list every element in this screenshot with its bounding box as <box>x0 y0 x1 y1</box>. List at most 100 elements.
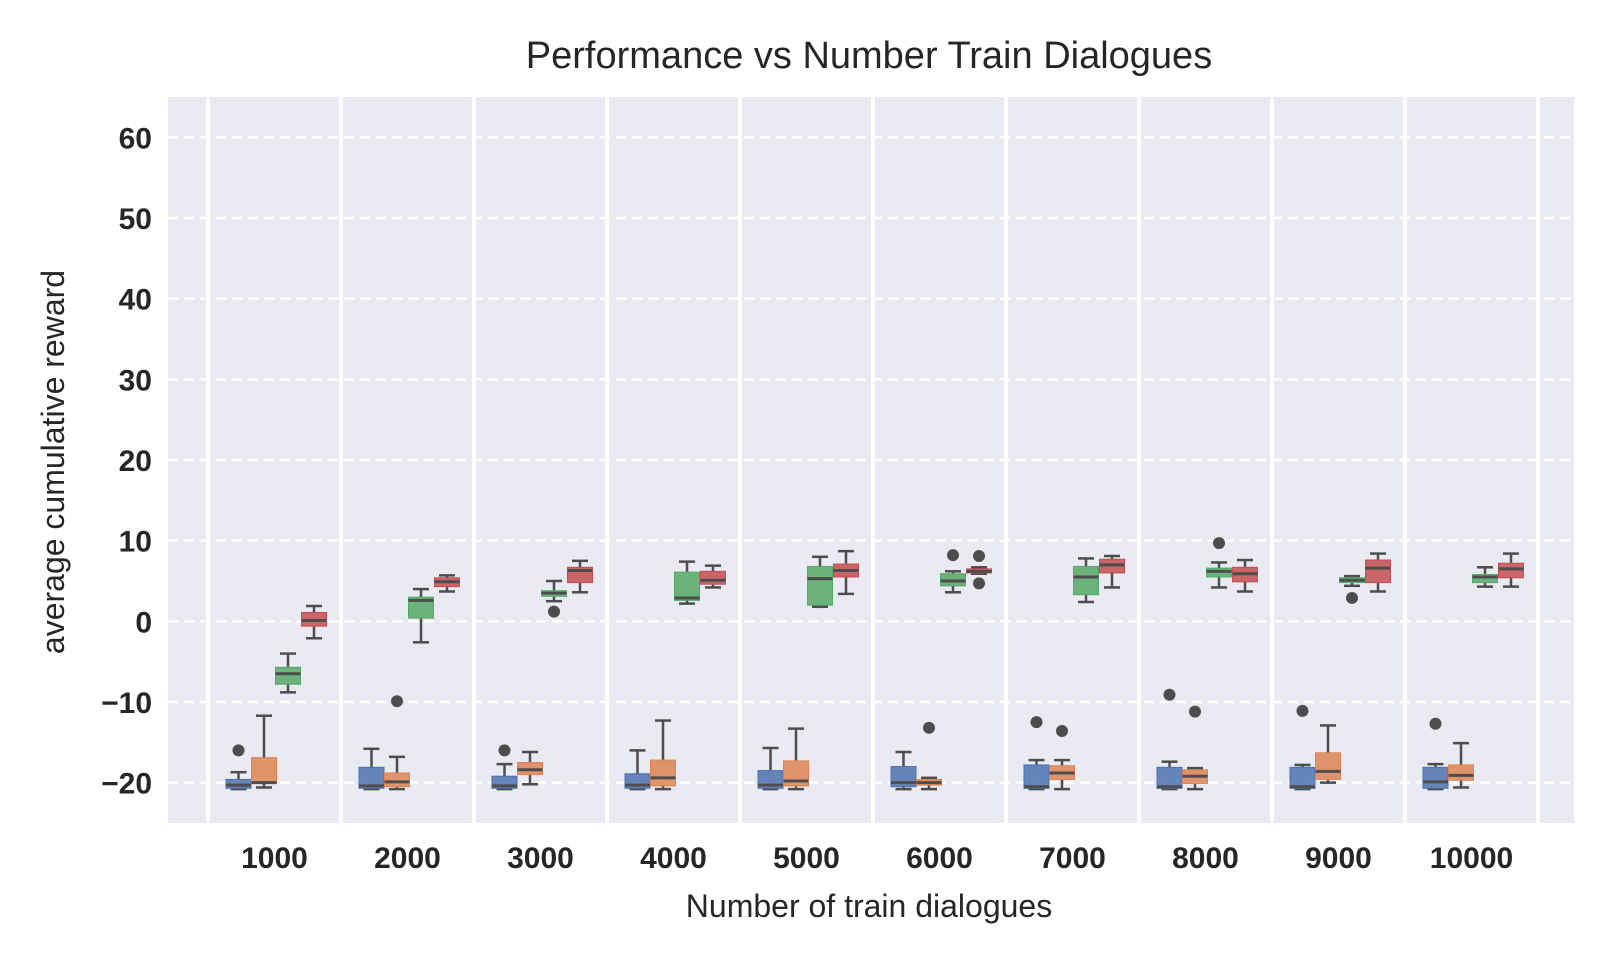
x-axis-label: Number of train dialogues <box>686 888 1052 924</box>
outlier-point <box>973 577 985 590</box>
box-series-0-4000 <box>624 749 651 791</box>
box-series-0-6000 <box>890 750 917 791</box>
box-iqr <box>650 759 676 787</box>
x-tick-label: 9000 <box>1305 842 1372 875</box>
box-series-3-2000 <box>434 574 460 593</box>
outlier-point <box>1189 705 1201 718</box>
category-separators <box>206 97 1540 823</box>
outlier-point <box>1056 725 1068 738</box>
box-series-2-8000 <box>1206 537 1232 589</box>
y-tick-label: 50 <box>119 203 152 236</box>
box-iqr <box>251 757 277 784</box>
box-series-1-3000 <box>517 750 543 786</box>
box-series-3-9000 <box>1365 552 1391 593</box>
box-series-3-7000 <box>1099 554 1125 589</box>
box-series-1-6000 <box>916 721 942 791</box>
outlier-point <box>232 744 245 757</box>
box-series-3-8000 <box>1232 558 1258 593</box>
box-series-1-1000 <box>251 714 277 789</box>
outlier-point <box>1030 716 1043 729</box>
y-tick-label: −20 <box>101 768 152 801</box>
outlier-point <box>923 721 935 734</box>
box-series-1-8000 <box>1182 705 1208 791</box>
box-series-3-6000 <box>966 549 992 590</box>
box-iqr <box>1023 764 1050 789</box>
x-tick-label: 2000 <box>374 842 441 875</box>
box-iqr <box>1472 574 1498 584</box>
box-series-3-10000 <box>1498 552 1524 588</box>
box-iqr <box>1498 562 1524 579</box>
outlier-point <box>391 695 403 708</box>
box-iqr <box>700 570 726 585</box>
box-series-1-2000 <box>384 695 410 791</box>
x-tick-label: 5000 <box>773 842 840 875</box>
box-iqr <box>1365 559 1391 584</box>
y-tick-label: −10 <box>101 687 152 720</box>
box-series-1-9000 <box>1315 724 1341 784</box>
box-series-0-2000 <box>358 747 385 791</box>
box-series-2-1000 <box>275 652 301 694</box>
chart-title: Performance vs Number Train Dialogues <box>526 35 1212 77</box>
box-series-1-5000 <box>783 727 809 791</box>
box-series-2-4000 <box>674 560 700 605</box>
y-tick-label: 10 <box>119 526 152 559</box>
y-tick-labels: 60 50 40 30 20 10 0 −10 −20 <box>101 122 152 800</box>
box-series-0-5000 <box>757 746 784 791</box>
box-series-3-5000 <box>833 549 859 596</box>
box-series-2-10000 <box>1472 566 1498 588</box>
outlier-point <box>973 549 985 562</box>
x-tick-label: 10000 <box>1430 842 1513 875</box>
box-iqr <box>1156 766 1183 789</box>
x-tick-label: 8000 <box>1172 842 1239 875</box>
box-iqr <box>807 565 833 606</box>
box-series-2-6000 <box>940 549 966 594</box>
y-tick-label: 60 <box>119 122 152 155</box>
box-iqr <box>1289 766 1316 789</box>
boxes <box>225 537 1524 791</box>
box-series-3-4000 <box>700 564 726 589</box>
box-iqr <box>275 666 301 685</box>
box-iqr <box>674 571 700 601</box>
grid <box>168 136 1574 784</box>
box-series-2-2000 <box>408 587 434 644</box>
x-tick-label: 3000 <box>507 842 574 875</box>
outlier-point <box>1296 704 1309 717</box>
box-series-1-7000 <box>1049 725 1075 791</box>
x-tick-label: 4000 <box>640 842 707 875</box>
outlier-point <box>1346 591 1358 604</box>
outlier-point <box>1163 688 1176 701</box>
box-iqr <box>1448 764 1474 781</box>
box-iqr <box>408 596 434 619</box>
outlier-point <box>947 549 959 562</box>
box-series-0-10000 <box>1422 717 1449 791</box>
box-series-0-8000 <box>1156 688 1183 791</box>
box-series-2-9000 <box>1339 574 1365 604</box>
y-axis-label: average cumulative reward <box>35 270 71 654</box>
x-tick-label: 7000 <box>1039 842 1106 875</box>
box-iqr <box>1073 565 1099 596</box>
y-tick-label: 0 <box>135 606 152 639</box>
box-series-1-10000 <box>1448 741 1474 789</box>
x-tick-labels: 1000 2000 3000 4000 5000 6000 7000 8000 9000 1000… <box>241 842 1513 875</box>
box-iqr <box>384 772 410 788</box>
y-tick-label: 30 <box>119 364 152 397</box>
box-series-1-4000 <box>650 719 676 791</box>
box-series-0-3000 <box>491 744 518 791</box>
box-series-2-5000 <box>807 555 833 609</box>
box-series-2-7000 <box>1073 557 1099 604</box>
y-tick-label: 20 <box>119 445 152 478</box>
outlier-point <box>1213 537 1225 550</box>
y-tick-label: 40 <box>119 284 152 317</box>
box-series-3-3000 <box>567 559 593 594</box>
box-series-3-1000 <box>301 604 327 640</box>
box-series-0-9000 <box>1289 704 1316 791</box>
x-tick-label: 6000 <box>906 842 973 875</box>
x-tick-label: 1000 <box>241 842 308 875</box>
box-iqr <box>1315 752 1341 780</box>
box-iqr <box>1422 766 1449 789</box>
outlier-point <box>1429 717 1442 730</box>
box-series-2-3000 <box>541 579 567 618</box>
outlier-point <box>548 605 560 618</box>
outlier-point <box>498 744 511 757</box>
